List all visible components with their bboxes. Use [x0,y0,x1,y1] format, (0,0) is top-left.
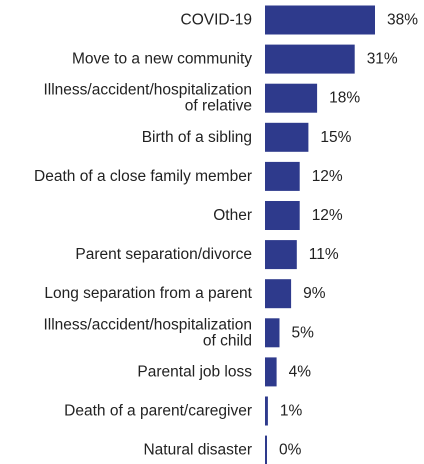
category-label-9: Parental job loss [137,363,252,380]
bar-6 [265,240,297,270]
category-label-5: Other [213,207,252,224]
value-labels: 38% 31% 18% 15% 12% 12% 11% 9% 5% 4% 1% 0% [279,12,418,459]
category-label-4: Death of a close family member [34,168,252,185]
value-label-5: 12% [312,207,343,224]
bar-11 [265,435,267,464]
category-label-1: Move to a new community [72,51,252,68]
category-label-3: Birth of a sibling [142,129,252,146]
bar-7 [265,279,292,309]
bar-3 [265,122,309,152]
category-label-6: Parent separation/divorce [75,246,252,263]
value-label-11: 0% [279,442,302,459]
bar-10 [265,396,268,426]
category-labels: COVID-19 Move to a new community Illness/a… [34,12,253,459]
value-label-1: 31% [367,51,398,68]
bar-1 [265,44,355,74]
value-label-2: 18% [329,90,360,107]
category-label-2: Illness/accident/hospitalization of relat… [43,82,252,115]
value-label-9: 4% [289,363,312,380]
bar-4 [265,161,300,191]
bar-5 [265,201,300,230]
bars [265,5,375,464]
category-label-0: COVID-19 [181,12,253,29]
category-label-10: Death of a parent/caregiver [64,403,252,420]
value-label-6: 11% [309,246,339,263]
bar-9 [265,357,277,387]
category-label-8: Illness/accident/hospitalization of child [43,316,252,349]
value-label-8: 5% [292,324,315,341]
bar-2 [265,83,318,113]
bar-0 [265,5,375,35]
value-label-10: 1% [280,403,303,420]
value-label-0: 38% [387,12,418,29]
value-label-7: 9% [303,285,326,302]
category-label-11: Natural disaster [143,442,252,459]
bar-8 [265,318,280,348]
category-label-7: Long separation from a parent [44,285,252,302]
value-label-4: 12% [312,168,343,185]
value-label-3: 15% [320,129,351,146]
